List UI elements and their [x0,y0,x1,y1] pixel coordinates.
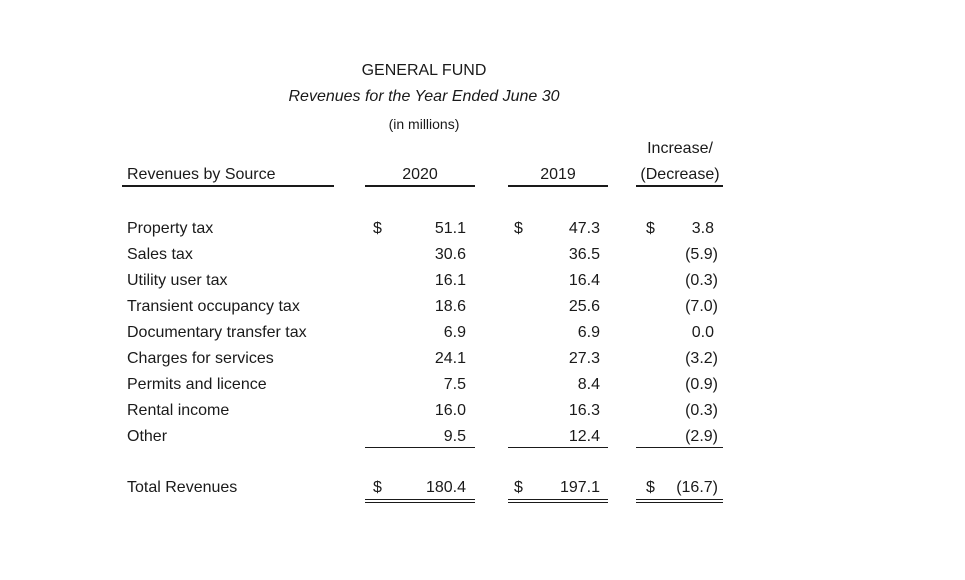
total-double-rule-2019-top [508,499,608,500]
column-header-source: Revenues by Source [127,166,276,183]
currency-2020: $ [373,220,382,237]
row-label: Transient occupancy tax [127,298,300,315]
header-underline-change [636,185,723,187]
report-units: (in millions) [388,116,460,132]
value-2019: 16.3 [568,402,600,419]
row-label: Rental income [127,402,230,419]
column-header-change-line1: Increase/ [647,140,713,157]
value-2020: 6.9 [443,324,466,341]
header-underline-source [122,185,334,187]
value-2020: 16.1 [434,272,466,289]
value-change: (5.9) [685,246,718,263]
value-2020: 30.6 [434,246,466,263]
total-double-rule-2019-bottom [508,502,608,503]
value-change: (3.2) [685,350,718,367]
value-2019: 16.4 [568,272,600,289]
row-label: Utility user tax [127,272,228,289]
report-title: GENERAL FUND [361,62,487,79]
value-2019: 47.3 [568,220,600,237]
value-change: (7.0) [685,298,718,315]
report-subtitle: Revenues for the Year Ended June 30 [288,88,560,105]
value-2019: 12.4 [568,428,600,445]
subtotal-rule-change [636,447,723,448]
value-2020: 18.6 [434,298,466,315]
row-label: Property tax [127,220,214,237]
value-2020: 24.1 [434,350,466,367]
currency-2019: $ [514,220,523,237]
row-label: Documentary transfer tax [127,324,307,341]
total-currency-2019: $ [514,479,523,496]
value-change: (0.9) [685,376,718,393]
row-label: Charges for services [127,350,274,367]
value-2019: 27.3 [568,350,600,367]
subtotal-rule-2020 [365,447,475,448]
total-value-change: (16.7) [676,479,718,496]
value-change: (2.9) [685,428,718,445]
value-2019: 8.4 [577,376,600,393]
total-double-rule-change-bottom [636,502,723,503]
row-label: Sales tax [127,246,193,263]
row-label: Other [127,428,168,445]
total-label: Total Revenues [127,479,238,496]
value-2019: 25.6 [568,298,600,315]
value-change: 3.8 [691,220,714,237]
value-2019: 36.5 [568,246,600,263]
total-double-rule-2020-bottom [365,502,475,503]
header-underline-2019 [508,185,608,187]
value-2020: 9.5 [443,428,466,445]
value-2019: 6.9 [577,324,600,341]
column-header-change-line2: (Decrease) [640,166,720,183]
total-currency-2020: $ [373,479,382,496]
total-double-rule-2020-top [365,499,475,500]
subtotal-rule-2019 [508,447,608,448]
column-header-2020: 2020 [402,166,438,183]
total-value-2019: 197.1 [559,479,600,496]
currency-change: $ [646,220,655,237]
total-double-rule-change-top [636,499,723,500]
value-change: (0.3) [685,272,718,289]
value-2020: 7.5 [443,376,466,393]
value-2020: 16.0 [434,402,466,419]
header-underline-2020 [365,185,475,187]
value-change: (0.3) [685,402,718,419]
total-value-2020: 180.4 [425,479,466,496]
column-header-2019: 2019 [540,166,576,183]
value-2020: 51.1 [434,220,466,237]
row-label: Permits and licence [127,376,267,393]
value-change: 0.0 [691,324,714,341]
total-currency-change: $ [646,479,655,496]
